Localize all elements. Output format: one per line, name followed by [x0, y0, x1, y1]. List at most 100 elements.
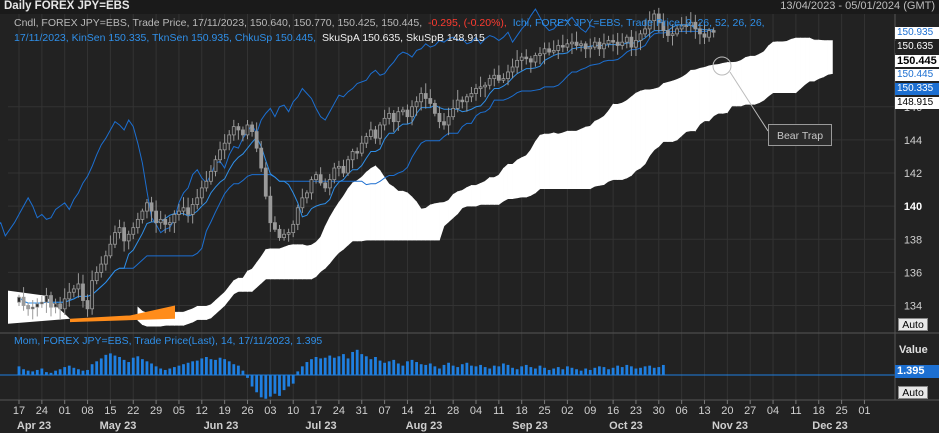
auto-scale-button-price[interactable]: Auto — [898, 318, 928, 331]
cloud-segment — [749, 55, 756, 105]
ichimoku-cloud — [8, 37, 833, 327]
candle-body — [213, 159, 218, 172]
cloud-segment — [352, 179, 358, 242]
chart-title: Daily FOREX JPY=EBS — [4, 0, 130, 12]
momentum-bar — [246, 375, 249, 378]
cloud-segment — [823, 40, 829, 78]
momentum-bar — [538, 365, 542, 375]
momentum-bar — [566, 366, 569, 375]
cloud-segment — [704, 65, 710, 122]
cloud-segment — [270, 248, 276, 280]
momentum-bar — [579, 370, 583, 375]
momentum-bar — [657, 367, 661, 375]
cloud-segment — [329, 208, 335, 265]
cloud-segment — [621, 100, 628, 181]
candle-body — [506, 71, 510, 79]
cloud-segment — [516, 157, 523, 199]
momentum-bar — [492, 365, 496, 375]
x-tick-label: 03 — [264, 405, 276, 417]
candle-body — [579, 43, 584, 46]
cloud-segment — [567, 130, 573, 190]
cloud-segment — [781, 40, 788, 93]
cloud-segment — [279, 246, 285, 280]
momentum-bar — [433, 366, 437, 375]
cloud-segment — [70, 305, 175, 323]
cloud-segment — [681, 73, 687, 137]
momentum-bar — [35, 369, 39, 375]
candle-body — [323, 182, 328, 189]
momentum-bar — [186, 362, 190, 375]
price-axis: 134136138140142144146 — [904, 102, 922, 313]
cloud-segment — [754, 53, 760, 105]
candle-body — [405, 109, 410, 118]
x-tick-label: 29 — [150, 405, 162, 417]
momentum-bar — [474, 366, 478, 375]
cloud-segment — [663, 81, 669, 142]
candle-body — [131, 227, 136, 235]
momentum-bar — [378, 360, 382, 375]
x-tick-label: 17 — [13, 405, 25, 417]
candle-body — [437, 112, 442, 123]
momentum-bar — [259, 375, 263, 398]
momentum-bar — [227, 361, 231, 375]
ichimoku-values-legend: 17/11/2023, KinSen 150.335, TknSen 150.9… — [14, 32, 317, 44]
cloud-segment — [539, 133, 545, 190]
y-tick-label: 136 — [904, 267, 922, 279]
x-tick-label: 02 — [561, 405, 573, 417]
cloud-segment — [489, 177, 495, 205]
candle-body — [515, 59, 520, 68]
candle-body — [556, 45, 561, 51]
title-bar: Daily FOREX JPY=EBS 13/04/2023 - 05/01/2… — [0, 0, 939, 14]
candle-body — [675, 28, 679, 35]
cloud-segment — [685, 69, 692, 132]
candle-body — [44, 295, 49, 303]
momentum-bar — [428, 363, 432, 375]
auto-scale-button-momentum[interactable]: Auto — [898, 386, 928, 399]
momentum-bar — [168, 368, 172, 375]
momentum-bar — [26, 370, 30, 375]
momentum-bar — [310, 359, 313, 375]
momentum-bar — [351, 351, 355, 375]
candle-body — [693, 21, 698, 30]
x-tick-label: 10 — [287, 405, 299, 417]
cloud-segment — [434, 202, 440, 241]
x-tick-label: 16 — [607, 405, 619, 417]
candle-body — [364, 136, 369, 144]
change-legend: -0.295, (-0.20%), — [428, 17, 507, 29]
candle-body — [501, 78, 506, 81]
cloud-segment — [658, 82, 664, 148]
candle-body — [684, 25, 689, 27]
cloud-segment — [562, 130, 568, 190]
momentum-bar — [552, 368, 556, 375]
momentum-bar — [104, 354, 108, 375]
cloud-segment — [306, 244, 312, 280]
value-label: Value — [899, 344, 928, 356]
momentum-bar — [456, 367, 460, 375]
x-tick-label: 30 — [653, 405, 665, 417]
bear-trap-annotation[interactable]: Bear Trap — [768, 124, 832, 146]
cloud-segment — [690, 69, 696, 132]
x-month-label: Dec 23 — [812, 420, 847, 432]
momentum-bar — [49, 372, 53, 375]
momentum-bar — [77, 369, 80, 375]
cloud-segment — [640, 89, 646, 169]
cloud-segment — [740, 56, 746, 107]
cloud-segment — [813, 39, 820, 82]
momentum-bar — [625, 364, 629, 375]
momentum-bar — [593, 367, 597, 375]
momentum-bar — [460, 364, 464, 375]
cloud-segment — [512, 159, 518, 200]
candle-body — [327, 179, 332, 189]
candle-body — [263, 167, 268, 197]
candle-body — [71, 288, 76, 293]
candle-body — [387, 112, 392, 119]
cloud-segment — [594, 118, 600, 187]
momentum-bar — [534, 368, 537, 375]
cloud-segment — [525, 148, 532, 198]
candle-body — [318, 174, 323, 184]
x-month-label: Jun 23 — [204, 420, 239, 432]
cloud-segment — [626, 96, 632, 179]
cloud-segment — [599, 115, 605, 186]
x-tick-label: 11 — [493, 405, 504, 417]
